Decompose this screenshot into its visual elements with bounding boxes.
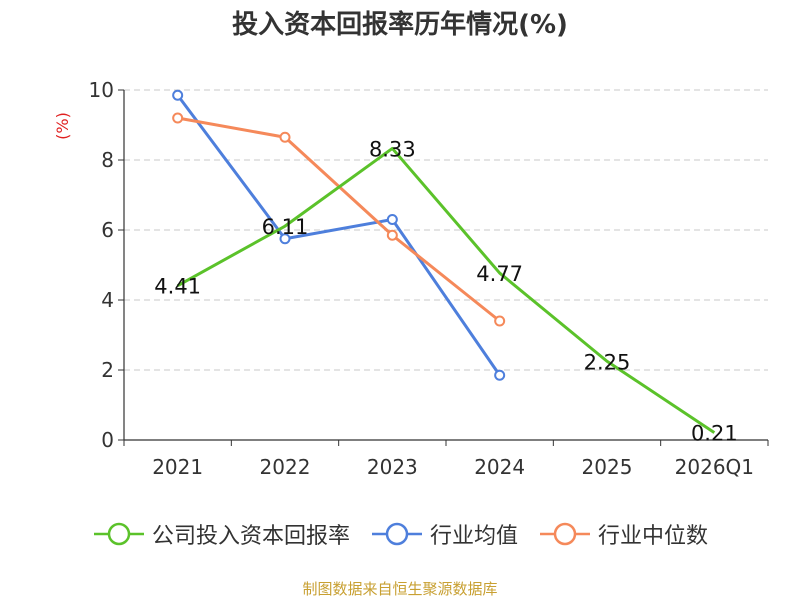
y-tick-label: 2 <box>101 358 114 382</box>
series-point-1 <box>172 89 184 101</box>
legend-marker-icon <box>540 522 590 546</box>
data-label: 8.33 <box>369 137 416 161</box>
legend-item[interactable]: 行业均值 <box>370 518 518 550</box>
legend-label: 公司投入资本回报率 <box>151 524 350 549</box>
series-point-2 <box>279 131 291 143</box>
data-label: 0.21 <box>691 422 738 446</box>
data-label: 6.11 <box>262 215 309 239</box>
x-tick-label: 2025 <box>582 455 633 479</box>
data-label: 2.25 <box>584 350 631 374</box>
chart-title: 投入资本回报率历年情况(%) <box>232 10 568 40</box>
series-point-2 <box>172 112 184 124</box>
legend-item[interactable]: 行业中位数 <box>538 518 708 550</box>
legend-label: 行业中位数 <box>598 524 709 549</box>
data-label: 4.41 <box>154 275 201 299</box>
y-axis-label: (%) <box>53 112 72 140</box>
series-point-1 <box>279 233 291 245</box>
legend-marker-icon <box>93 522 144 546</box>
x-tick-label: 2023 <box>367 455 418 479</box>
legend-label: 行业均值 <box>429 524 518 549</box>
x-tick-label: 2024 <box>474 455 525 479</box>
x-tick-label: 2022 <box>260 455 311 479</box>
legend-marker-icon <box>371 522 422 546</box>
series-line-1 <box>176 94 501 377</box>
data-label: 4.77 <box>476 262 523 286</box>
series-point-2 <box>386 229 398 241</box>
series-point-1 <box>494 369 506 381</box>
chart-legend: 公司投入资本回报率 行业均值 行业中位数 <box>0 518 800 550</box>
y-tick-label: 10 <box>89 78 114 102</box>
x-tick-label: 2021 <box>152 455 203 479</box>
series-line-2 <box>177 116 501 323</box>
series-point-1 <box>386 214 398 225</box>
source-note: 制图数据来自恒生聚源数据库 <box>302 580 498 598</box>
y-tick-label: 8 <box>101 148 114 172</box>
x-tick-label: 2026Q1 <box>675 455 754 479</box>
series-line-0 <box>176 146 716 434</box>
series-point-2 <box>494 315 506 327</box>
y-tick-label: 6 <box>101 218 114 242</box>
legend-item[interactable]: 公司投入资本回报率 <box>92 518 350 550</box>
y-tick-label: 4 <box>101 288 114 312</box>
y-tick-label: 0 <box>101 428 114 452</box>
